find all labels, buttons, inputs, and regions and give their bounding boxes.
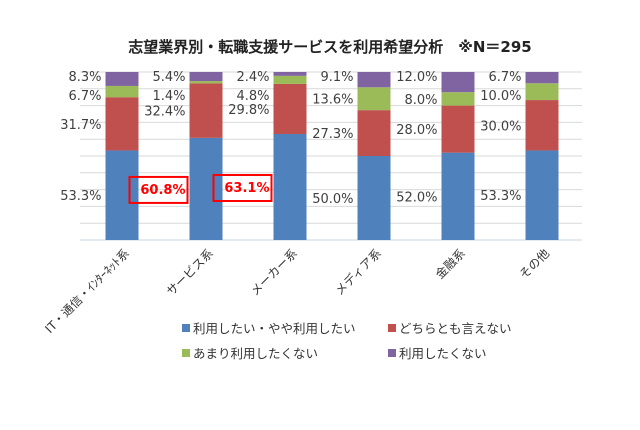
bar-segment [357,87,391,111]
bar-segment [441,105,475,153]
data-label: 6.7% [488,70,521,85]
x-tick-label: その他 [517,246,552,281]
data-label: 5.4% [152,70,185,85]
x-tick-label: サービス系 [164,246,216,298]
legend-label: 利用したい・やや利用したい [193,321,356,336]
bar-segment [189,83,223,138]
data-label: 27.3% [312,127,353,142]
bar-segment [525,72,559,84]
bar-segment [105,85,139,98]
bar-segment [105,150,139,240]
data-label: 4.8% [236,89,269,104]
data-label: 60.8% [140,183,185,198]
chart-title: 志望業界別・転職支援サービスを利用希望分析 ※N＝295 [128,38,531,56]
data-label: 8.0% [404,93,437,108]
legend-label: 利用したくない [399,346,487,361]
bar-segment [357,110,391,156]
data-label: 12.0% [396,70,437,85]
highlight-box [212,173,273,202]
legend-label: どちらとも言えない [399,321,512,336]
data-label: 50.0% [312,192,353,207]
bar-segment [441,92,475,106]
bar-segment [273,133,307,240]
x-tick-label: IT・通信・ｲﾝﾀｰﾈｯﾄ系 [42,246,132,336]
legend-swatch [182,349,190,357]
bar-segment [273,72,307,76]
data-label: 30.0% [480,119,521,134]
bar-segment [441,152,475,240]
data-label: 32.4% [144,105,185,120]
bar-segment [441,72,475,93]
bar-segment [189,81,223,84]
data-label: 53.3% [60,189,101,204]
bar-segment [357,72,391,88]
data-label: 13.6% [312,93,353,108]
data-label: 10.0% [480,89,521,104]
data-label: 28.0% [396,123,437,138]
bar-segment [105,97,139,151]
data-label: 6.7% [68,89,101,104]
bar-segment [189,137,223,240]
x-tick-label: メーカー系 [248,246,300,298]
legend-swatch [388,324,396,332]
legend-swatch [182,324,190,332]
bar-segment [357,156,391,240]
bar-segment [189,72,223,82]
x-tick-label: メディア系 [332,246,384,298]
bar-segment [525,150,559,240]
bar-segment [105,72,139,86]
data-label: 29.8% [228,103,269,118]
highlight-box [128,175,189,204]
data-label: 9.1% [320,70,353,85]
legend-swatch [388,349,396,357]
data-label: 1.4% [152,89,185,104]
bar-segment [525,83,559,101]
data-label: 2.4% [236,70,269,85]
data-label: 31.7% [60,118,101,133]
data-label: 53.3% [480,189,521,204]
data-label: 63.1% [224,181,269,196]
bar-segment [273,83,307,134]
bar-segment [273,75,307,84]
data-label: 8.3% [68,70,101,85]
bar-segment [525,100,559,151]
x-tick-label: 金融系 [432,246,468,282]
data-label: 52.0% [396,190,437,205]
legend-label: あまり利用したくない [193,346,318,361]
